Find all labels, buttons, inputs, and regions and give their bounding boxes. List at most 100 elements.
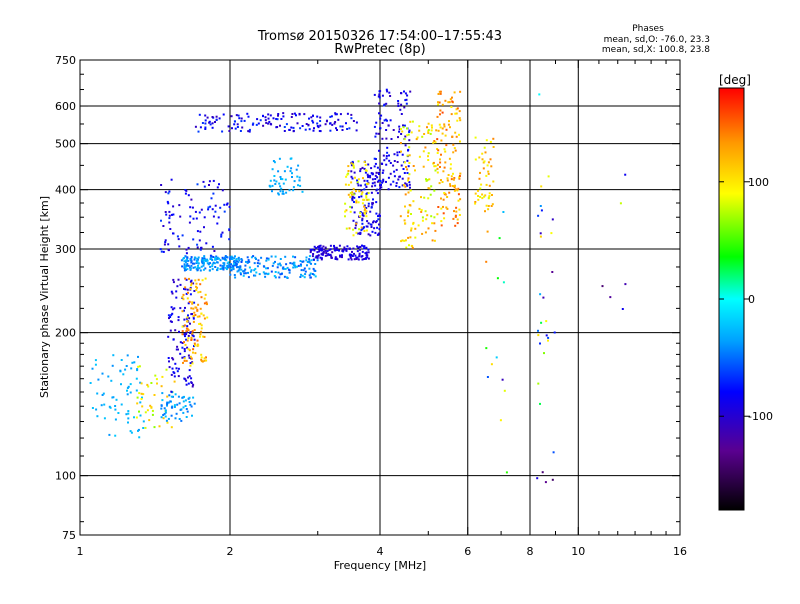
data-point bbox=[300, 269, 303, 272]
data-point bbox=[170, 178, 173, 181]
data-point bbox=[293, 261, 296, 264]
data-point bbox=[385, 155, 388, 157]
data-point bbox=[498, 237, 501, 240]
data-point bbox=[177, 278, 180, 281]
data-point bbox=[170, 414, 173, 417]
data-point bbox=[211, 126, 214, 129]
data-point bbox=[176, 235, 179, 238]
data-point bbox=[351, 177, 354, 180]
data-point bbox=[487, 208, 490, 211]
data-point bbox=[402, 184, 405, 186]
data-point bbox=[302, 269, 305, 272]
data-point bbox=[176, 370, 179, 373]
data-point bbox=[492, 137, 495, 140]
data-point bbox=[230, 115, 233, 118]
data-point bbox=[338, 249, 341, 252]
data-point bbox=[386, 151, 389, 154]
data-point bbox=[381, 137, 384, 140]
data-point bbox=[216, 261, 219, 264]
data-point bbox=[486, 376, 489, 378]
data-point bbox=[200, 358, 203, 361]
data-point bbox=[436, 115, 439, 118]
data-point bbox=[308, 128, 311, 131]
data-point bbox=[365, 194, 368, 197]
data-point bbox=[362, 198, 365, 201]
data-point bbox=[383, 119, 386, 122]
data-point bbox=[407, 165, 410, 168]
data-point bbox=[436, 167, 439, 170]
data-point bbox=[440, 207, 443, 210]
data-point bbox=[263, 272, 266, 275]
data-point bbox=[236, 270, 239, 273]
data-point bbox=[459, 90, 462, 93]
data-point bbox=[361, 255, 364, 257]
data-point bbox=[207, 208, 210, 211]
data-point bbox=[274, 271, 277, 273]
data-point bbox=[378, 102, 381, 105]
data-point bbox=[398, 175, 401, 178]
data-point bbox=[175, 348, 178, 351]
data-point bbox=[352, 166, 355, 169]
data-point bbox=[115, 398, 118, 401]
data-point bbox=[441, 111, 444, 114]
data-point bbox=[162, 225, 165, 227]
data-point bbox=[364, 252, 367, 255]
data-point bbox=[366, 198, 369, 201]
data-point bbox=[178, 418, 181, 420]
data-point bbox=[201, 262, 204, 265]
data-point bbox=[411, 246, 414, 249]
data-point bbox=[184, 255, 187, 258]
data-point bbox=[167, 357, 170, 359]
data-point bbox=[387, 176, 390, 179]
data-point bbox=[444, 161, 447, 164]
data-point bbox=[481, 197, 484, 200]
data-point bbox=[267, 272, 270, 275]
data-point bbox=[545, 334, 548, 337]
data-point bbox=[176, 285, 179, 288]
data-point bbox=[133, 361, 136, 364]
data-point bbox=[206, 303, 208, 306]
data-point bbox=[365, 229, 368, 232]
data-point bbox=[389, 162, 392, 164]
data-point bbox=[490, 165, 493, 168]
data-point bbox=[320, 258, 323, 261]
data-point bbox=[479, 171, 481, 174]
data-point bbox=[191, 302, 194, 305]
data-point bbox=[537, 329, 539, 332]
data-point bbox=[410, 131, 413, 134]
data-point bbox=[183, 287, 185, 290]
data-point bbox=[222, 113, 225, 116]
data-point bbox=[310, 116, 313, 119]
data-point bbox=[373, 165, 376, 168]
data-point bbox=[108, 433, 111, 436]
data-point bbox=[358, 254, 361, 257]
data-point bbox=[444, 193, 447, 196]
data-point bbox=[244, 264, 247, 267]
data-point bbox=[230, 269, 233, 272]
data-point bbox=[272, 262, 275, 265]
data-point bbox=[192, 282, 195, 285]
data-point bbox=[179, 341, 182, 344]
data-point bbox=[386, 146, 389, 149]
data-point bbox=[181, 310, 184, 313]
data-point bbox=[312, 121, 315, 124]
data-point bbox=[369, 210, 372, 213]
data-point bbox=[231, 127, 233, 130]
data-point bbox=[428, 178, 431, 181]
data-point bbox=[339, 255, 342, 258]
data-point bbox=[356, 256, 359, 259]
data-point bbox=[201, 360, 204, 363]
data-point bbox=[403, 106, 406, 109]
data-point bbox=[441, 127, 444, 130]
data-point bbox=[436, 138, 439, 141]
data-point bbox=[144, 411, 147, 414]
data-point bbox=[406, 172, 409, 174]
data-point bbox=[353, 258, 356, 261]
data-point bbox=[316, 256, 319, 259]
x-tick-label: 8 bbox=[527, 545, 534, 558]
data-point bbox=[279, 264, 282, 267]
data-point bbox=[203, 359, 206, 362]
data-point bbox=[226, 202, 229, 205]
data-point bbox=[205, 301, 208, 304]
data-point bbox=[427, 130, 430, 133]
